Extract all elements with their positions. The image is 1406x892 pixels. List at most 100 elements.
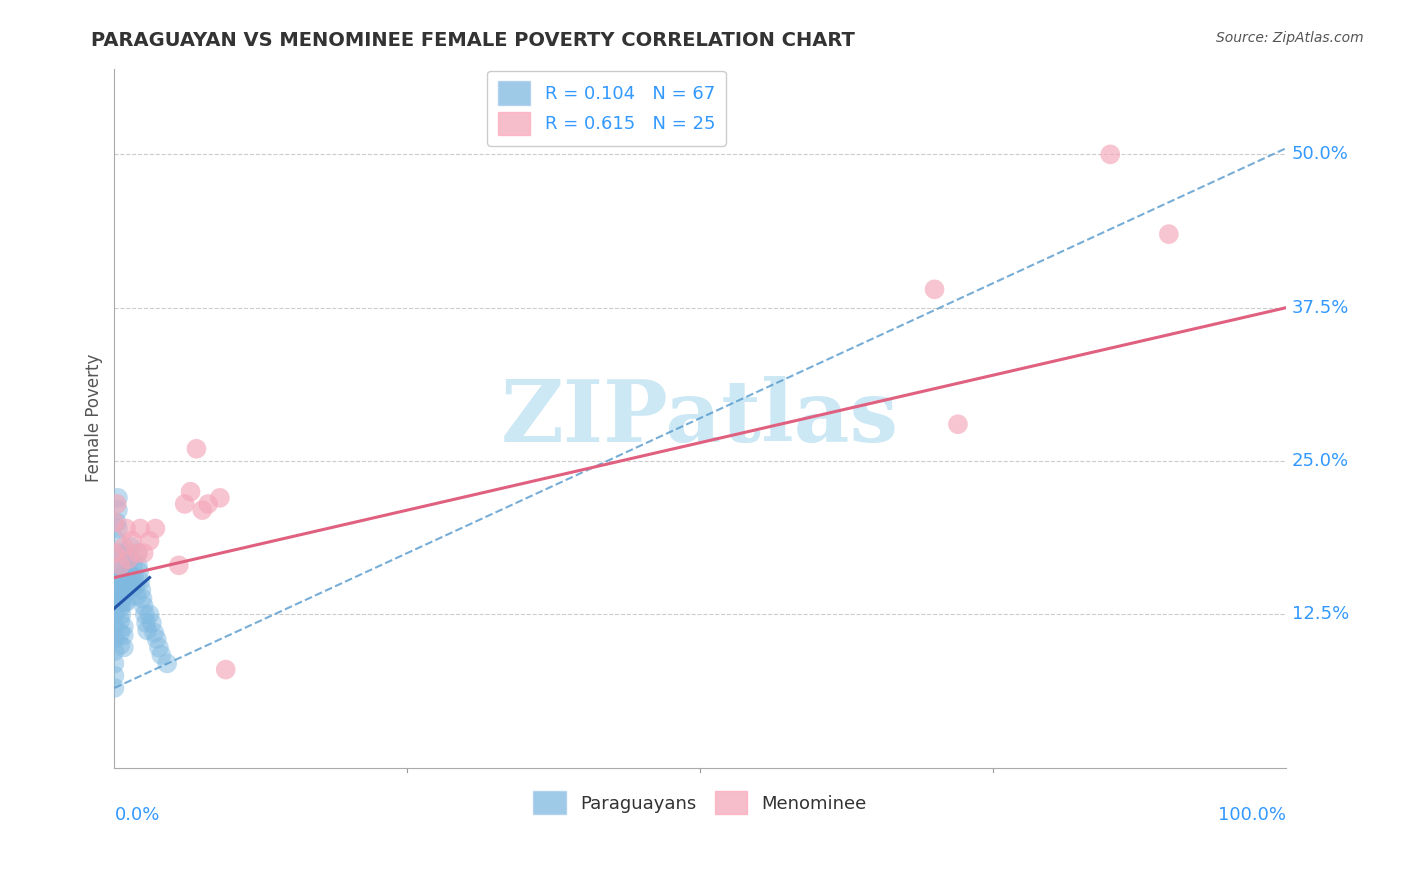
Point (134, 607, 156, 622)
Point (105, 516, 128, 530)
Point (105, 497, 128, 511)
Point (131, 591, 153, 606)
Point (108, 571, 131, 585)
Point (121, 582, 143, 597)
Point (110, 582, 132, 597)
Point (112, 620, 135, 634)
Point (103, 632, 125, 646)
Point (127, 546, 149, 560)
Point (145, 632, 167, 646)
Point (117, 565, 139, 579)
Point (208, 491, 231, 505)
Point (132, 546, 155, 560)
Point (103, 546, 125, 560)
Point (110, 607, 132, 622)
Point (128, 565, 150, 579)
Point (946, 417, 969, 432)
Point (103, 644, 125, 658)
Point (105, 533, 128, 548)
Point (115, 595, 138, 609)
Point (143, 625, 166, 640)
Point (108, 589, 131, 603)
Text: 100.0%: 100.0% (1218, 806, 1286, 824)
Point (180, 484, 202, 499)
Point (110, 601, 132, 615)
Point (131, 582, 153, 597)
Point (110, 614, 132, 628)
Point (111, 579, 134, 593)
Point (115, 546, 138, 560)
Point (108, 546, 131, 560)
Point (124, 579, 146, 593)
Point (148, 640, 170, 655)
Point (127, 546, 149, 560)
Point (167, 558, 190, 573)
Text: 37.5%: 37.5% (1292, 299, 1350, 317)
Point (173, 497, 195, 511)
Text: 12.5%: 12.5% (1292, 606, 1350, 624)
Point (124, 571, 146, 585)
Point (132, 599, 155, 613)
Point (138, 607, 160, 622)
Point (118, 552, 141, 566)
Point (122, 558, 145, 573)
Point (145, 521, 167, 535)
Point (135, 615, 157, 630)
Point (110, 595, 132, 609)
Point (107, 521, 129, 535)
Point (103, 582, 125, 597)
Point (121, 571, 143, 585)
Point (115, 558, 138, 573)
Point (112, 628, 135, 642)
Point (115, 521, 138, 535)
Y-axis label: Female Poverty: Female Poverty (86, 354, 103, 483)
Text: PARAGUAYAN VS MENOMINEE FEMALE POVERTY CORRELATION CHART: PARAGUAYAN VS MENOMINEE FEMALE POVERTY C… (91, 31, 855, 50)
Point (114, 582, 136, 597)
Text: 25.0%: 25.0% (1292, 452, 1348, 470)
Point (924, 282, 946, 296)
Point (103, 620, 125, 634)
Point (108, 558, 131, 573)
Point (121, 533, 143, 548)
Point (129, 521, 152, 535)
Point (103, 607, 125, 622)
Point (215, 663, 238, 677)
Point (111, 571, 134, 585)
Point (127, 558, 149, 573)
Point (117, 576, 139, 591)
Point (1157, 227, 1180, 241)
Legend: Paraguayans, Menominee: Paraguayans, Menominee (526, 784, 875, 822)
Point (138, 533, 160, 548)
Text: 0.0%: 0.0% (114, 806, 160, 824)
Point (150, 648, 173, 662)
Point (110, 625, 132, 640)
Point (117, 552, 139, 566)
Point (103, 657, 125, 671)
Point (107, 503, 129, 517)
Text: 50.0%: 50.0% (1292, 145, 1348, 163)
Point (120, 540, 142, 554)
Point (125, 589, 148, 603)
Point (1099, 147, 1122, 161)
Point (186, 442, 208, 456)
Point (114, 595, 136, 609)
Point (129, 574, 152, 589)
Text: Source: ZipAtlas.com: Source: ZipAtlas.com (1216, 31, 1364, 45)
Point (156, 657, 179, 671)
Point (191, 503, 214, 517)
Point (112, 540, 135, 554)
Point (110, 558, 132, 573)
Point (115, 582, 138, 597)
Point (103, 516, 125, 530)
Point (115, 571, 138, 585)
Point (110, 638, 132, 652)
Point (136, 624, 159, 638)
Point (107, 491, 129, 505)
Point (141, 615, 163, 630)
Point (105, 552, 128, 566)
Point (103, 681, 125, 695)
Point (197, 497, 219, 511)
Point (112, 640, 135, 655)
Text: ZIPatlas: ZIPatlas (501, 376, 900, 460)
Point (103, 571, 125, 585)
